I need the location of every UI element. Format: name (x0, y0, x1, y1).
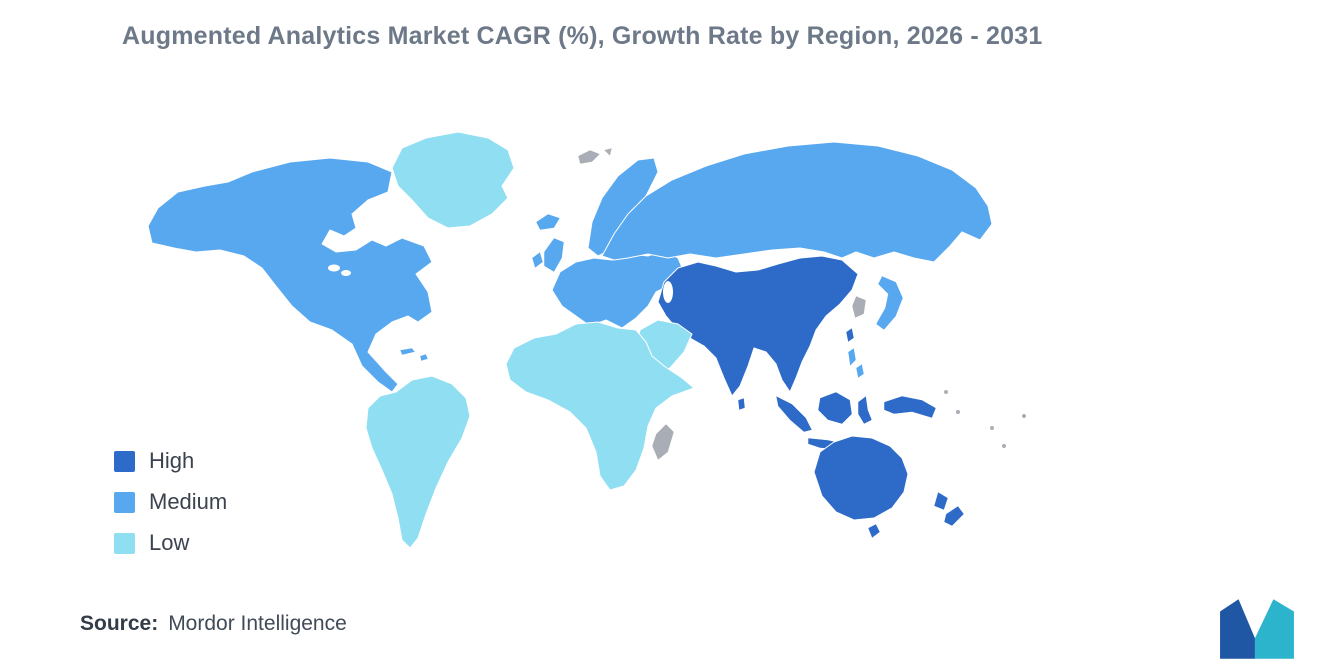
region-africa (505, 321, 695, 491)
legend-swatch-low (114, 532, 135, 554)
region-philippines (847, 347, 865, 379)
region-taiwan (845, 327, 855, 343)
legend-item-high: High (114, 448, 227, 474)
region-svalbard (577, 147, 613, 165)
region-united-kingdom (543, 237, 565, 273)
legend: High Medium Low (114, 448, 227, 556)
region-ireland (531, 251, 544, 269)
mordor-intelligence-logo (1220, 599, 1294, 659)
legend-swatch-high (114, 450, 135, 472)
caspian-sea (663, 281, 673, 303)
region-tasmania (867, 523, 881, 539)
legend-swatch-medium (114, 491, 135, 513)
legend-label-medium: Medium (149, 489, 228, 514)
region-iceland (535, 213, 561, 231)
region-north-america (147, 157, 433, 393)
logo-left-ribbon (1220, 599, 1255, 659)
legend-label-low: Low (149, 530, 190, 555)
region-korea (851, 295, 867, 319)
region-australia (813, 435, 909, 521)
chart-title: Augmented Analytics Market CAGR (%), Gro… (122, 22, 1043, 50)
source-value: Mordor Intelligence (168, 612, 347, 635)
region-russia-central-asia (601, 141, 993, 263)
region-caribbean (399, 347, 429, 362)
region-sri-lanka (737, 397, 746, 411)
region-japan (875, 275, 904, 331)
region-asia-high (657, 255, 859, 397)
legend-label-high: High (149, 448, 195, 473)
region-south-america (365, 375, 471, 549)
pacific-islands (944, 390, 1026, 448)
legend-item-medium: Medium (114, 489, 227, 515)
region-new-zealand (933, 491, 965, 527)
great-lakes (341, 270, 351, 276)
legend-item-low: Low (114, 530, 227, 556)
source-line: Source: Mordor Intelligence (80, 612, 347, 636)
great-lakes (328, 264, 340, 272)
logo-right-ribbon (1254, 599, 1294, 659)
region-new-guinea (883, 395, 937, 419)
source-label: Source: (80, 612, 159, 635)
region-madagascar (651, 423, 675, 461)
region-greenland (391, 131, 515, 229)
